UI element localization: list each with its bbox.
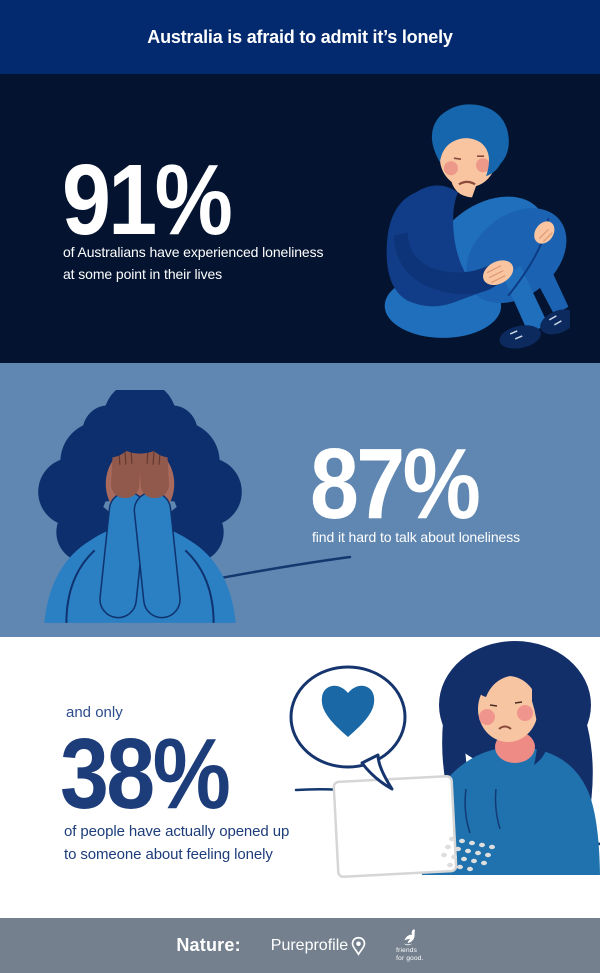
friends-for-good-text: friends for good.: [396, 947, 424, 962]
bird-icon: [403, 929, 416, 946]
stat-38-line1: of people have actually opened up: [64, 823, 290, 840]
stat-91-line2: at some point in their lives: [63, 265, 223, 282]
woman-at-laptop-illustration: [289, 641, 600, 879]
heart-icon: [321, 685, 375, 737]
stat-38-line2: to someone about feeling lonely: [64, 846, 273, 864]
woman-covering-face-illustration: [38, 390, 242, 623]
stat-38-description: of people have actually opened up to som…: [64, 820, 289, 867]
stat-91-line1: of Australians have experienced loneline…: [63, 244, 324, 260]
header-band: Australia is afraid to admit it’s lonely: [0, 0, 600, 74]
stat-87-value: 87%: [310, 428, 481, 540]
nature-logo: Nature:: [176, 935, 241, 955]
page-title: Australia is afraid to admit it’s lonely: [147, 26, 453, 47]
stat-38-value: 38%: [60, 718, 231, 830]
location-pin-icon: [351, 936, 366, 956]
stat-87-description: find it hard to talk about loneliness: [312, 529, 520, 545]
speech-bubble: [289, 665, 407, 791]
pureprofile-logo-text: Pureprofile: [270, 936, 349, 954]
friends-for-good-logo: friends for good.: [396, 928, 423, 963]
pureprofile-logo: Pureprofile: [271, 936, 366, 956]
stat-91-description: of Australians have experienced loneline…: [63, 242, 324, 285]
sitting-man-illustration: [384, 104, 570, 349]
stat-38-lead-in: and only: [66, 704, 123, 721]
footer-band: Nature: Pureprofile friends for good.: [0, 918, 600, 973]
stat-91-value: 91%: [62, 144, 233, 256]
